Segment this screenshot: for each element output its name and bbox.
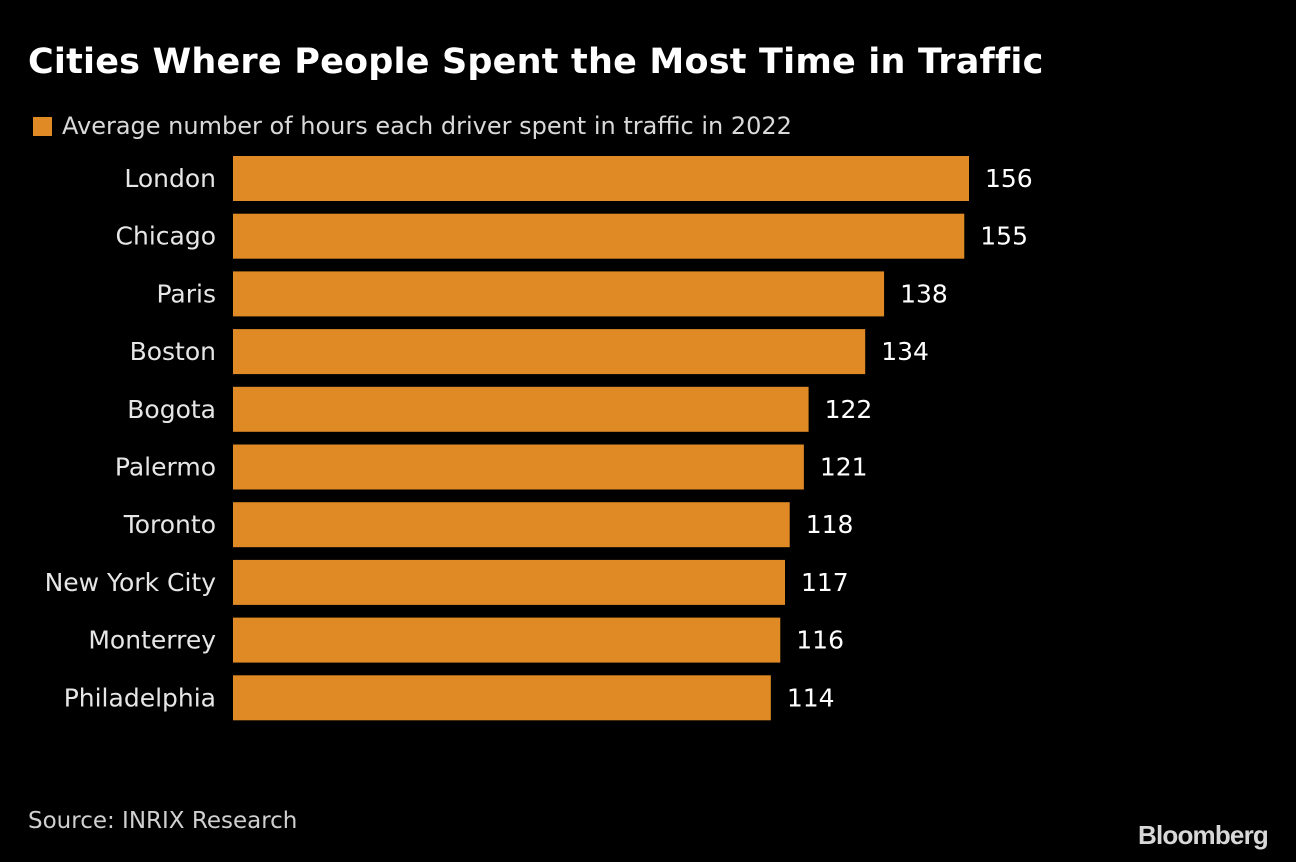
bar-toronto [233,502,790,548]
value-label: 116 [796,626,844,655]
value-label: 122 [825,395,873,424]
bar-new-york-city [233,559,785,605]
bar-monterrey [233,617,781,663]
value-label: 156 [985,164,1033,193]
bar-boston [233,329,866,375]
category-label: Boston [130,337,216,366]
value-label: 138 [900,279,948,308]
bloomberg-logo: Bloomberg [1137,820,1269,850]
bar-philadelphia [233,675,771,721]
value-label: 121 [820,453,868,482]
bar-chicago [233,213,965,259]
source-note: Source: INRIX Research [28,808,298,834]
category-label: Bogota [127,395,216,424]
legend-label: Average number of hours each driver spen… [62,112,792,140]
legend: Average number of hours each driver spen… [33,108,792,144]
value-label: 155 [980,222,1028,251]
value-label: 118 [806,510,854,539]
value-label: 117 [801,568,849,597]
category-label: New York City [45,568,217,597]
category-label: Toronto [123,510,216,539]
value-label: 114 [787,683,835,712]
bar-paris [233,271,885,317]
value-label: 134 [881,337,929,366]
legend-swatch [33,116,52,136]
category-label: Paris [156,279,216,308]
category-label: Philadelphia [64,683,216,712]
category-label: London [124,164,216,193]
bar-palermo [233,444,804,490]
bar-london [233,156,969,201]
category-label: Chicago [116,222,216,251]
category-label: Palermo [115,453,216,482]
chart-title: Cities Where People Spent the Most Time … [28,42,1044,82]
bar-bogota [233,386,809,432]
category-label: Monterrey [88,626,216,655]
